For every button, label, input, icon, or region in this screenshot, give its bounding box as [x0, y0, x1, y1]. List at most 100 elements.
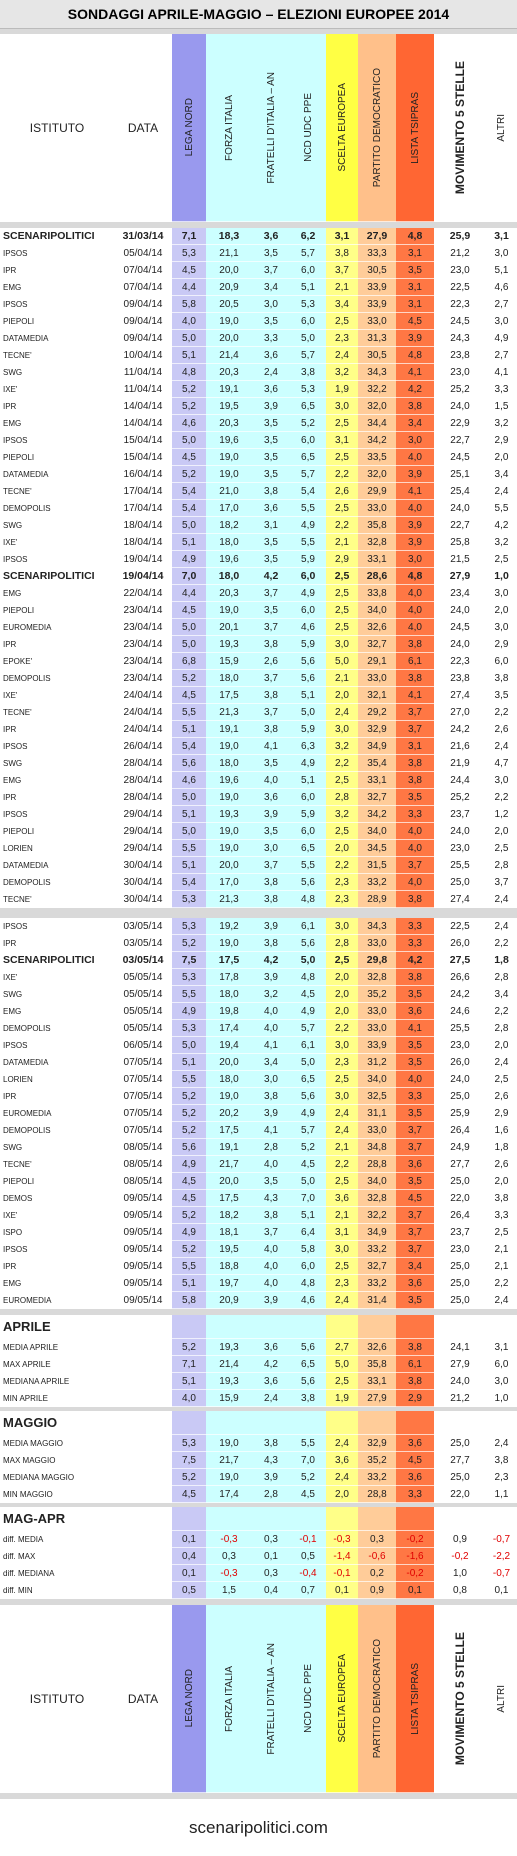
value-cell: 3,0: [252, 1071, 290, 1088]
value-cell: 26,4: [434, 1122, 486, 1139]
party-header: LISTA TSIPRAS: [396, 1605, 434, 1793]
value-cell: 26,0: [434, 1054, 486, 1071]
value-cell: 28,6: [358, 568, 396, 585]
value-cell: 4,9: [172, 1224, 206, 1241]
value-cell: 19,4: [206, 1037, 252, 1054]
row-label: 08/05/14: [114, 1156, 172, 1173]
value-cell: 25,0: [434, 1435, 486, 1452]
row-label: SCENARIPOLITICI: [0, 952, 114, 969]
value-cell: 3,1: [396, 738, 434, 755]
value-cell: 19,6: [206, 432, 252, 449]
value-cell: 4,6: [172, 415, 206, 432]
value-cell: 0,9: [358, 1582, 396, 1599]
value-cell: 2,5: [326, 585, 358, 602]
value-cell: 33,2: [358, 1275, 396, 1292]
value-cell: 2,0: [486, 1037, 517, 1054]
row-label: TECNE': [0, 891, 114, 908]
value-cell: 33,1: [358, 772, 396, 789]
row-label: 14/04/14: [114, 415, 172, 432]
value-cell: 27,9: [434, 568, 486, 585]
value-cell: 3,3: [252, 330, 290, 347]
value-cell: 3,8: [486, 1190, 517, 1207]
value-cell: 7,1: [172, 1356, 206, 1373]
row-label: 29/04/14: [114, 840, 172, 857]
value-cell: 25,5: [434, 1020, 486, 1037]
value-cell: 25,0: [434, 1469, 486, 1486]
value-cell: 25,0: [434, 1275, 486, 1292]
row-label: MIN APRILE: [0, 1390, 172, 1407]
value-cell: 3,1: [252, 517, 290, 534]
value-cell: 20,0: [206, 330, 252, 347]
value-cell: 27,0: [434, 704, 486, 721]
value-cell: 4,0: [252, 1156, 290, 1173]
summary-section: MAGGIO MEDIA MAGGIO 5,3 19,0 3,8 5,5 2,4 32,9 3,…: [0, 1411, 517, 1503]
row-label: LORIEN: [0, 1071, 114, 1088]
value-cell: 3,8: [396, 755, 434, 772]
value-cell: 24,0: [434, 636, 486, 653]
row-label: diff. MAX: [0, 1548, 172, 1565]
value-cell: 32,9: [358, 721, 396, 738]
value-cell: 21,0: [206, 483, 252, 500]
value-cell: 2,4: [326, 347, 358, 364]
column-band: [252, 1315, 290, 1339]
party-name: SCELTA EUROPEA: [336, 83, 348, 172]
value-cell: 23,4: [434, 585, 486, 602]
column-band: [486, 1507, 517, 1531]
value-cell: 6,5: [290, 1071, 326, 1088]
value-cell: 2,4: [326, 1122, 358, 1139]
value-cell: 3,5: [252, 432, 290, 449]
value-cell: 3,5: [486, 687, 517, 704]
value-cell: 0,1: [172, 1531, 206, 1548]
value-cell: 18,0: [206, 755, 252, 772]
value-cell: 18,2: [206, 517, 252, 534]
value-cell: 3,5: [396, 262, 434, 279]
row-label: EMG: [0, 415, 114, 432]
value-cell: 5,2: [172, 1207, 206, 1224]
value-cell: -0,1: [326, 1565, 358, 1582]
value-cell: 2,1: [486, 1241, 517, 1258]
value-cell: 3,7: [252, 704, 290, 721]
value-cell: 3,0: [326, 918, 358, 935]
value-cell: 19,0: [206, 466, 252, 483]
value-cell: 3,1: [326, 1224, 358, 1241]
value-cell: -0,2: [396, 1531, 434, 1548]
value-cell: 20,2: [206, 1105, 252, 1122]
value-cell: 3,2: [252, 986, 290, 1003]
value-cell: 2,4: [486, 918, 517, 935]
value-cell: 24,0: [434, 1071, 486, 1088]
value-cell: 0,3: [206, 1548, 252, 1565]
value-cell: 5,3: [172, 245, 206, 262]
value-cell: 3,8: [252, 1088, 290, 1105]
value-cell: 21,6: [434, 738, 486, 755]
value-cell: 7,5: [172, 952, 206, 969]
value-cell: 4,1: [396, 483, 434, 500]
value-cell: 20,0: [206, 262, 252, 279]
value-cell: 5,2: [172, 1339, 206, 1356]
party-name: LEGA NORD: [183, 98, 195, 157]
value-cell: 26,6: [434, 969, 486, 986]
value-cell: 2,3: [486, 1469, 517, 1486]
row-label: 16/04/14: [114, 466, 172, 483]
row-label: IPSOS: [0, 1037, 114, 1054]
value-cell: 25,1: [434, 466, 486, 483]
value-cell: 3,0: [252, 296, 290, 313]
value-cell: 3,6: [326, 1190, 358, 1207]
row-label: MEDIA MAGGIO: [0, 1435, 172, 1452]
value-cell: 3,9: [396, 517, 434, 534]
value-cell: 2,5: [326, 619, 358, 636]
column-band: [172, 1315, 206, 1339]
value-cell: 33,0: [358, 500, 396, 517]
value-cell: 21,4: [206, 347, 252, 364]
value-cell: 3,4: [486, 466, 517, 483]
value-cell: 4,9: [172, 1156, 206, 1173]
value-cell: 5,8: [290, 1241, 326, 1258]
value-cell: 5,1: [290, 1207, 326, 1224]
value-cell: 4,8: [396, 568, 434, 585]
value-cell: 17,5: [206, 687, 252, 704]
value-cell: 4,0: [396, 500, 434, 517]
value-cell: 20,3: [206, 585, 252, 602]
value-cell: 21,7: [206, 1156, 252, 1173]
row-label: 09/04/14: [114, 296, 172, 313]
value-cell: 2,5: [486, 1071, 517, 1088]
value-cell: 19,0: [206, 789, 252, 806]
